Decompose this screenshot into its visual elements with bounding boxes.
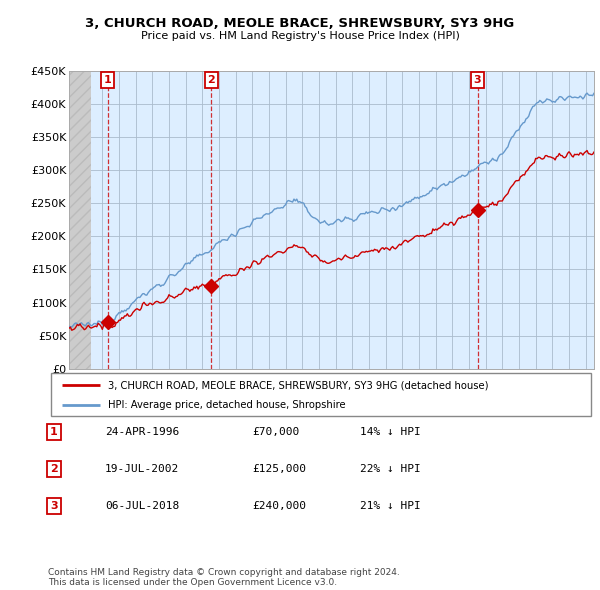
- Text: 22% ↓ HPI: 22% ↓ HPI: [360, 464, 421, 474]
- Text: 1: 1: [50, 427, 58, 437]
- Text: £70,000: £70,000: [252, 427, 299, 437]
- FancyBboxPatch shape: [51, 373, 591, 416]
- Text: £240,000: £240,000: [252, 501, 306, 510]
- Text: HPI: Average price, detached house, Shropshire: HPI: Average price, detached house, Shro…: [108, 400, 346, 410]
- Text: 3: 3: [473, 76, 481, 86]
- Text: 1: 1: [104, 76, 112, 86]
- Text: £125,000: £125,000: [252, 464, 306, 474]
- Text: 2: 2: [208, 76, 215, 86]
- Text: 21% ↓ HPI: 21% ↓ HPI: [360, 501, 421, 510]
- Text: 19-JUL-2002: 19-JUL-2002: [105, 464, 179, 474]
- Text: 24-APR-1996: 24-APR-1996: [105, 427, 179, 437]
- Text: 3, CHURCH ROAD, MEOLE BRACE, SHREWSBURY, SY3 9HG: 3, CHURCH ROAD, MEOLE BRACE, SHREWSBURY,…: [85, 17, 515, 30]
- Text: Contains HM Land Registry data © Crown copyright and database right 2024.
This d: Contains HM Land Registry data © Crown c…: [48, 568, 400, 587]
- Text: 06-JUL-2018: 06-JUL-2018: [105, 501, 179, 510]
- Text: 14% ↓ HPI: 14% ↓ HPI: [360, 427, 421, 437]
- Text: 3: 3: [50, 501, 58, 510]
- Text: 3, CHURCH ROAD, MEOLE BRACE, SHREWSBURY, SY3 9HG (detached house): 3, CHURCH ROAD, MEOLE BRACE, SHREWSBURY,…: [108, 381, 488, 391]
- Bar: [69, 71, 91, 369]
- Text: Price paid vs. HM Land Registry's House Price Index (HPI): Price paid vs. HM Land Registry's House …: [140, 31, 460, 41]
- Text: 2: 2: [50, 464, 58, 474]
